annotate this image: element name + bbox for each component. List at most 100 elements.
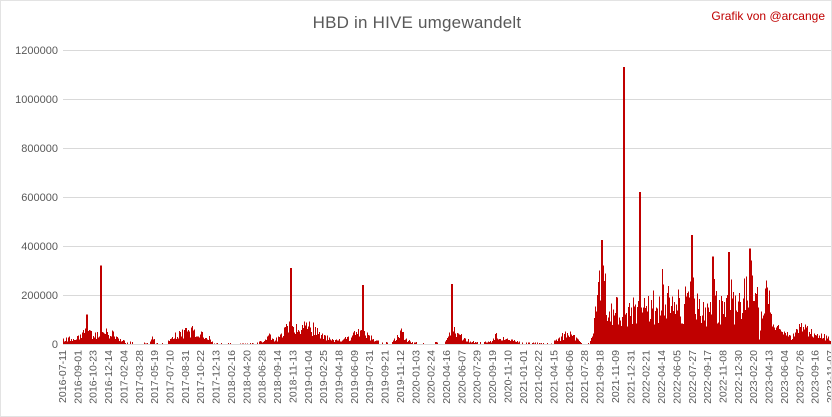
bar (809, 332, 810, 344)
bar (563, 339, 564, 344)
bar (282, 337, 283, 344)
bar (316, 334, 317, 344)
bar (398, 337, 399, 344)
bar (361, 330, 362, 344)
bar (119, 341, 120, 344)
bar (376, 340, 377, 344)
bar (825, 340, 826, 344)
bar (559, 337, 560, 344)
bar (446, 339, 447, 344)
bar (737, 312, 738, 344)
bar (113, 331, 114, 344)
bar (760, 330, 761, 344)
bar (245, 343, 246, 344)
bar (450, 335, 451, 344)
bar (808, 336, 809, 344)
bar (295, 333, 296, 344)
bar (731, 279, 732, 344)
bar (289, 321, 290, 344)
bar (369, 335, 370, 344)
bar (262, 342, 263, 344)
bar (686, 296, 687, 344)
bar (561, 336, 562, 344)
bar (460, 334, 461, 344)
x-axis-labels: 2016-07-11 2016-09-01 2016-10-23 2016-12-14… (57, 350, 831, 404)
x-tick-label: 2020-09-19 (487, 350, 499, 404)
x-tick-label: 2017-08-31 (180, 350, 192, 404)
bar (660, 315, 661, 344)
bar (78, 335, 79, 344)
bar (435, 342, 436, 344)
bar (462, 340, 463, 344)
bar (774, 327, 775, 344)
bar (311, 331, 312, 344)
bar (644, 298, 645, 344)
bar (744, 278, 745, 344)
bar (240, 343, 241, 344)
bar (146, 343, 147, 344)
bar (192, 325, 193, 344)
bar (674, 302, 675, 344)
bar (498, 339, 499, 344)
bar (395, 340, 396, 344)
bar (73, 339, 74, 344)
bar (411, 342, 412, 344)
bar (682, 323, 683, 344)
bar (212, 341, 213, 344)
bar (512, 339, 513, 344)
bar (265, 339, 266, 344)
x-tick-label: 2016-12-14 (103, 350, 115, 404)
bar (81, 337, 82, 344)
bar (76, 339, 77, 344)
bar (675, 313, 676, 344)
bar (555, 340, 556, 344)
bar (755, 292, 756, 344)
x-tick-label: 2022-04-14 (656, 350, 668, 404)
y-axis-labels: 0 200000 400000 600000 800000 1000000 1200000 (15, 45, 58, 351)
bar (533, 342, 534, 344)
bar (294, 332, 295, 344)
bar (485, 341, 486, 344)
bar (172, 337, 173, 344)
bar (701, 322, 702, 344)
bar (830, 340, 831, 344)
gridlines (63, 50, 831, 345)
bar (278, 336, 279, 344)
bar (814, 333, 815, 344)
x-tick-label: 2018-06-28 (257, 350, 269, 404)
bar (397, 334, 398, 344)
bar (491, 342, 492, 344)
bar (404, 339, 405, 344)
bar (745, 309, 746, 344)
bar (588, 343, 589, 344)
bar (732, 298, 733, 344)
bar (313, 322, 314, 344)
bar (68, 337, 69, 344)
bar (705, 307, 706, 344)
bar (681, 323, 682, 344)
bar (807, 325, 808, 344)
x-tick-label: 2019-02-25 (318, 350, 330, 404)
x-tick-label: 2022-07-27 (687, 350, 699, 404)
x-tick-label: 2017-10-22 (195, 350, 207, 404)
bar (518, 342, 519, 344)
bar (621, 325, 622, 344)
bar (558, 338, 559, 344)
bar (540, 343, 541, 344)
bar (702, 315, 703, 344)
bar (469, 342, 470, 344)
x-tick-label: 2018-11-13 (287, 350, 299, 403)
bar (324, 335, 325, 344)
bar (764, 313, 765, 344)
bar (123, 339, 124, 344)
bar (105, 334, 106, 344)
bar (272, 338, 273, 344)
bar (349, 340, 350, 344)
x-tick-label: 2021-04-15 (549, 350, 561, 404)
bar (603, 265, 604, 344)
bar (437, 342, 438, 344)
x-tick-label: 2020-02-24 (426, 350, 438, 404)
bar (171, 338, 172, 344)
bar (496, 332, 497, 344)
bar (645, 308, 646, 344)
